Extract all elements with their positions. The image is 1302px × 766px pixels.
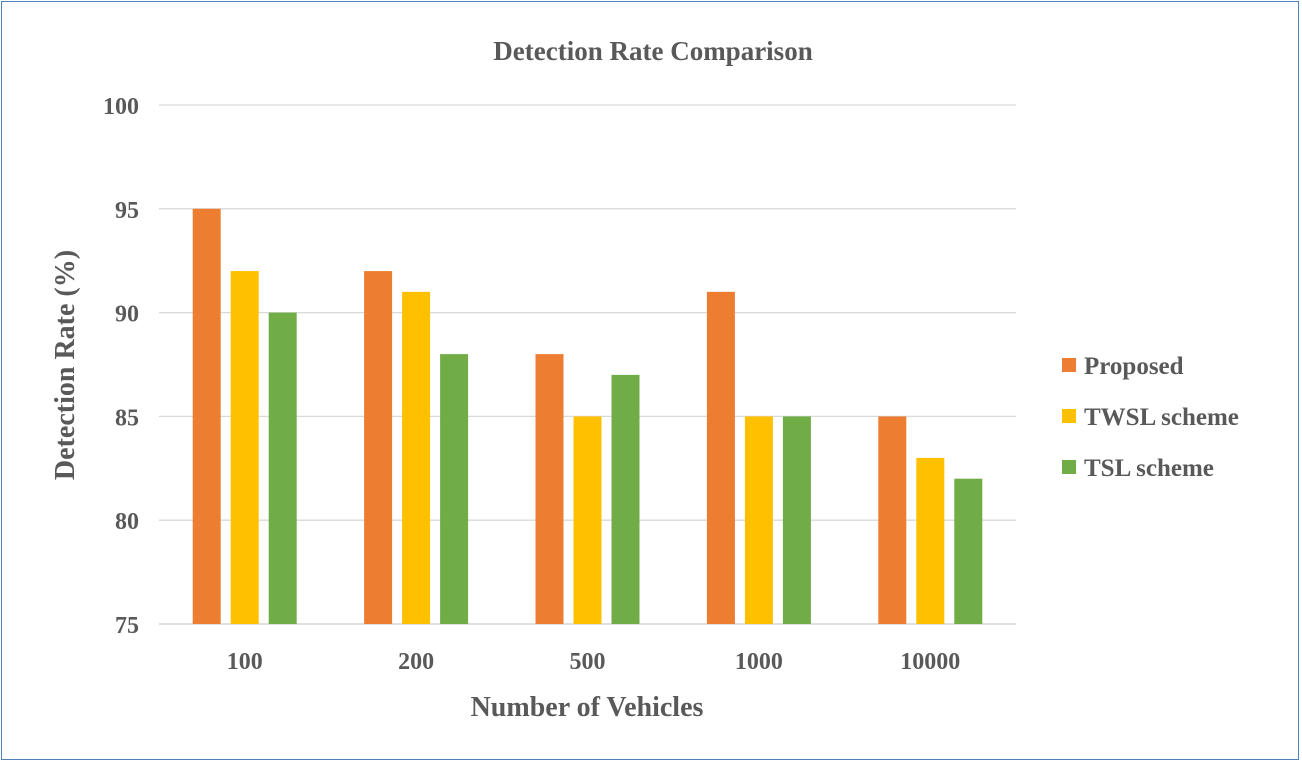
y-tick-label: 100 [103, 94, 139, 120]
y-tick-label: 85 [115, 405, 139, 431]
legend: Proposed TWSL scheme TSL scheme [1062, 353, 1239, 482]
bar-twsl-scheme-200 [402, 291, 431, 624]
y-tick-label: 95 [115, 198, 139, 224]
legend-label: TSL scheme [1084, 455, 1214, 482]
chart-title: Detection Rate Comparison [493, 36, 812, 66]
bar-twsl-scheme-100 [230, 271, 259, 624]
x-tick-label: 100 [227, 649, 263, 675]
bar-proposed-200 [364, 271, 393, 624]
bar-proposed-100 [192, 208, 221, 625]
x-tick-label: 10000 [900, 649, 960, 675]
bar-tsl-scheme-100 [268, 312, 297, 624]
bars [192, 208, 983, 625]
x-tick-label: 500 [570, 649, 606, 675]
y-tick-labels: 75 80 85 90 95 100 [103, 94, 139, 639]
x-tick-labels: 100 200 500 1000 10000 [227, 649, 961, 675]
legend-swatch [1062, 460, 1076, 474]
y-tick-label: 90 [115, 302, 139, 328]
bar-tsl-scheme-500 [611, 374, 640, 624]
legend-label: Proposed [1084, 353, 1184, 380]
bar-twsl-scheme-500 [573, 416, 602, 624]
bar-proposed-1000 [706, 291, 735, 624]
y-tick-label: 80 [115, 509, 139, 535]
legend-label: TWSL scheme [1084, 404, 1239, 431]
bar-tsl-scheme-200 [440, 354, 469, 624]
bar-tsl-scheme-10000 [954, 478, 983, 624]
bar-twsl-scheme-10000 [916, 457, 945, 624]
x-tick-label: 200 [398, 649, 434, 675]
x-tick-label: 1000 [735, 649, 783, 675]
bar-twsl-scheme-1000 [744, 416, 773, 624]
legend-swatch [1062, 358, 1076, 372]
y-tick-label: 75 [115, 613, 139, 639]
bar-tsl-scheme-1000 [782, 416, 811, 624]
x-axis-label: Number of Vehicles [471, 692, 704, 723]
bar-proposed-10000 [878, 416, 907, 624]
bar-proposed-500 [535, 354, 564, 624]
legend-swatch [1062, 409, 1076, 423]
y-axis-label: Detection Rate (%) [50, 250, 81, 480]
